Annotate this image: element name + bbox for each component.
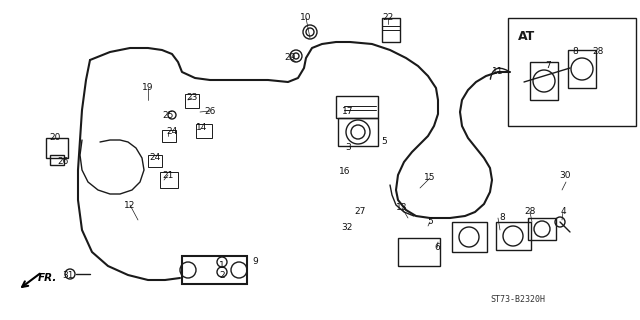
Text: AT: AT [518, 29, 535, 43]
Bar [508, 18, 636, 126]
Text: 27: 27 [355, 207, 365, 217]
Text: 1: 1 [219, 260, 225, 269]
Text: 10: 10 [300, 13, 312, 22]
Text: ST73-B2320H: ST73-B2320H [490, 295, 545, 305]
Bar [568, 50, 596, 88]
Text: 24: 24 [166, 127, 178, 137]
Text: 16: 16 [339, 167, 351, 177]
Bar [530, 62, 558, 100]
Text: 5: 5 [427, 218, 433, 227]
Text: 12: 12 [124, 201, 136, 210]
Text: 30: 30 [559, 171, 571, 180]
Text: 32: 32 [341, 223, 353, 233]
Bar [160, 172, 178, 188]
Text: 8: 8 [572, 47, 578, 57]
Text: 9: 9 [252, 257, 258, 266]
Bar [185, 94, 199, 108]
Bar [148, 155, 162, 167]
Bar [382, 18, 400, 42]
Bar [496, 222, 531, 250]
Text: 6: 6 [434, 244, 440, 252]
Text: 25: 25 [163, 110, 173, 119]
Text: 8: 8 [499, 213, 505, 222]
Text: 2: 2 [219, 270, 225, 279]
Bar [398, 238, 440, 266]
Text: 14: 14 [196, 124, 208, 132]
Bar [46, 138, 68, 158]
Bar [452, 222, 487, 252]
Text: 3: 3 [345, 143, 351, 153]
Text: 13: 13 [396, 204, 408, 212]
Text: 26: 26 [58, 157, 68, 166]
Text: 28: 28 [592, 47, 604, 57]
Bar [182, 256, 247, 284]
Text: 26: 26 [204, 107, 216, 116]
Text: 15: 15 [424, 173, 436, 182]
Text: 28: 28 [524, 207, 536, 217]
Text: 21: 21 [163, 171, 173, 180]
Text: FR.: FR. [38, 273, 58, 283]
Bar [50, 155, 64, 165]
Text: 23: 23 [186, 93, 198, 102]
Bar [196, 124, 212, 138]
Text: 11: 11 [492, 68, 504, 76]
Text: 17: 17 [342, 108, 354, 116]
Bar [162, 130, 176, 142]
Bar [338, 118, 378, 146]
Text: 24: 24 [149, 154, 161, 163]
Text: 22: 22 [382, 13, 394, 22]
Text: 20: 20 [49, 133, 61, 142]
Text: 19: 19 [142, 84, 154, 92]
Text: 5: 5 [381, 138, 387, 147]
Text: 7: 7 [545, 60, 551, 69]
Bar [528, 218, 556, 240]
Text: 31: 31 [62, 270, 74, 279]
Text: 4: 4 [560, 207, 566, 217]
Bar [336, 96, 378, 118]
Text: 29: 29 [284, 53, 296, 62]
